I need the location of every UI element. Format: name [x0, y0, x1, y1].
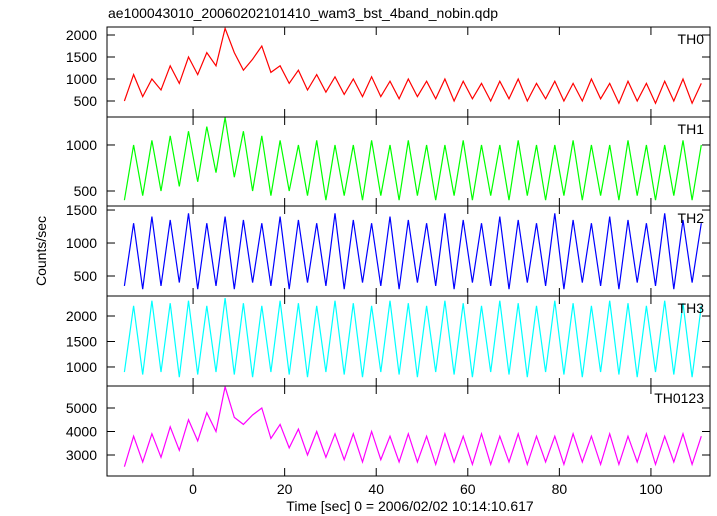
- x-axis-label: Time [sec] 0 = 2006/02/02 10:14:10.617: [286, 498, 534, 514]
- x-tick-label: 60: [460, 481, 476, 497]
- y-tick-label: 500: [74, 93, 98, 109]
- y-tick-label: 1000: [66, 137, 97, 153]
- light-curve: [123, 386, 702, 467]
- series-label: TH0: [678, 31, 705, 47]
- light-curve: [123, 117, 702, 201]
- y-tick-label: 500: [74, 183, 98, 199]
- x-tick-label: 0: [189, 481, 197, 497]
- series-label: TH3: [678, 300, 705, 316]
- y-tick-label: 5000: [66, 400, 97, 416]
- x-tick-label: 40: [368, 481, 384, 497]
- y-tick-label: 1500: [66, 333, 97, 349]
- y-tick-label: 2000: [66, 27, 97, 43]
- y-axis-label: Counts/sec: [33, 216, 49, 286]
- y-tick-label: 1500: [66, 202, 97, 218]
- y-tick-label: 1000: [66, 235, 97, 251]
- y-tick-label: 1000: [66, 71, 97, 87]
- y-tick-label: 1500: [66, 49, 97, 65]
- series-label: TH1: [678, 121, 705, 137]
- panel-frame: [106, 26, 711, 118]
- series-label: TH0123: [654, 390, 704, 406]
- y-tick-label: 500: [74, 268, 98, 284]
- light-curve: [123, 298, 702, 378]
- light-curve: [123, 213, 702, 290]
- x-tick-label: 80: [552, 481, 568, 497]
- series-label: TH2: [678, 210, 705, 226]
- y-tick-label: 2000: [66, 308, 97, 324]
- y-tick-label: 4000: [66, 423, 97, 439]
- light-curve: [123, 27, 702, 105]
- chart-title: ae100043010_20060202101410_wam3_bst_4ban…: [108, 5, 498, 21]
- y-tick-label: 3000: [66, 447, 97, 463]
- x-tick-label: 100: [639, 481, 663, 497]
- x-tick-label: 20: [277, 481, 293, 497]
- y-tick-label: 1000: [66, 359, 97, 375]
